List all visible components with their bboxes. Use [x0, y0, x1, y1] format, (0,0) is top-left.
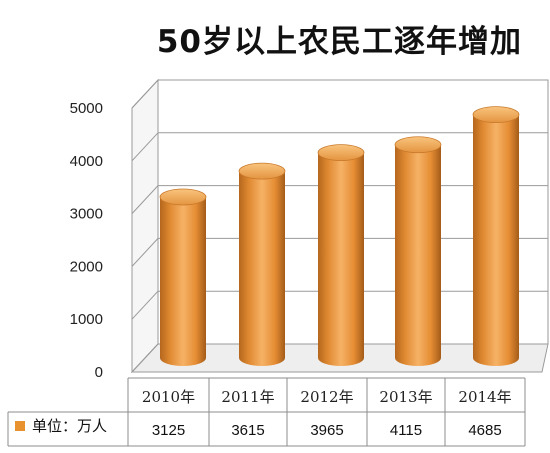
bar-top: [317, 144, 365, 162]
data-label: 3965: [310, 422, 343, 439]
bar-2010年: [159, 188, 207, 366]
bar-top: [159, 188, 207, 206]
bar-body: [395, 144, 441, 366]
x-tick-label: 2012年: [300, 388, 353, 406]
y-tick-label: 4000: [70, 153, 103, 170]
y-tick-label: 0: [95, 364, 103, 381]
data-table-values: 3125 3615 3965 4115 4685: [152, 422, 502, 439]
x-tick-label: 2011年: [221, 388, 274, 406]
data-label: 3615: [231, 422, 264, 439]
gridline-side: [131, 79, 159, 109]
data-table-grid: [7, 377, 526, 447]
bar-series: [159, 106, 520, 366]
bar-body: [473, 114, 519, 366]
y-tick-label: 1000: [70, 311, 103, 328]
data-table: 单位：万人 2010年 2011年 2012年 2013年 2014年 3125 3615…: [7, 377, 526, 447]
side-wall: [131, 78, 159, 374]
gridline-side: [131, 132, 159, 162]
x-tick-label: 2010年: [142, 388, 195, 406]
x-tick-label: 2014年: [458, 388, 511, 406]
bar-body: [318, 152, 364, 366]
bar-2012年: [317, 144, 365, 366]
bar-body: [239, 171, 285, 366]
bar-2011年: [238, 162, 286, 366]
bar-2013年: [394, 136, 442, 366]
y-tick-label: 2000: [70, 258, 103, 275]
gridline-side: [131, 290, 159, 320]
data-label: 4115: [390, 422, 422, 439]
x-axis-category-labels: 2010年 2011年 2012年 2013年 2014年: [142, 388, 512, 406]
gridline-side: [131, 185, 159, 214]
data-label: 4685: [468, 422, 501, 439]
bar-body: [160, 197, 206, 366]
data-label: 3125: [152, 422, 185, 439]
x-tick-label: 2013年: [379, 388, 432, 406]
bar-top: [472, 106, 520, 124]
bar-2014年: [472, 106, 520, 366]
gridline-side: [131, 238, 159, 267]
chart-title: 50岁以上农民工逐年增加: [157, 24, 522, 60]
y-tick-label: 5000: [70, 100, 103, 117]
legend-swatch: [15, 421, 25, 431]
gridline-side: [131, 343, 159, 373]
y-tick-label: 3000: [70, 206, 103, 223]
y-axis-tick-labels: 0 1000 2000 3000 4000 5000: [70, 100, 103, 381]
series-name-label: 单位：万人: [32, 417, 107, 435]
bar-top: [394, 136, 442, 154]
bar-top: [238, 162, 286, 180]
